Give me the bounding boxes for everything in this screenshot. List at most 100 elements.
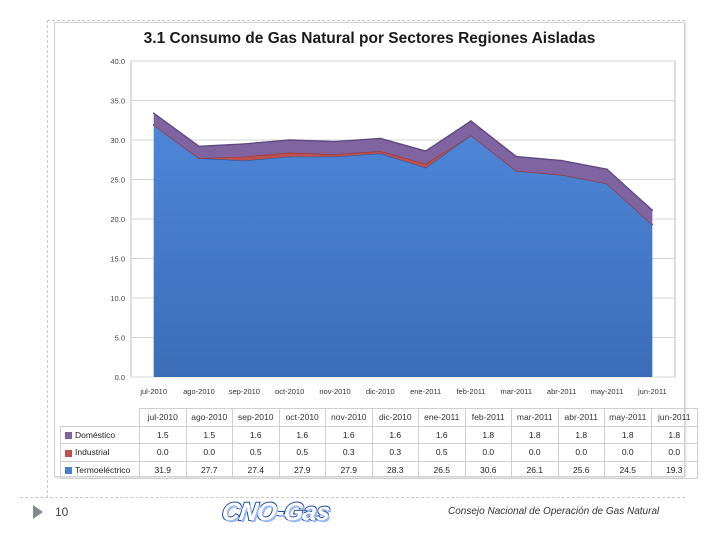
legend-swatch	[65, 432, 72, 439]
table-cell: 28.3	[371, 460, 419, 479]
data-point	[243, 143, 246, 145]
data-point	[288, 139, 291, 141]
x-tick-label: jul-2010	[139, 387, 167, 396]
footer-organization-name: Consejo Nacional de Operación de Gas Nat…	[448, 506, 660, 517]
data-point	[606, 168, 608, 171]
data-point	[560, 159, 563, 162]
data-point	[198, 145, 200, 148]
slide-frame	[47, 20, 685, 498]
table-cell: 27.9	[325, 460, 373, 479]
data-point	[515, 155, 518, 158]
legend-entry: Termoeléctrico	[60, 460, 140, 479]
table-column-header: dic-2010	[371, 408, 419, 427]
x-tick-label: dic-2010	[366, 387, 395, 396]
table-cell: 0.3	[371, 443, 419, 462]
table-cell: 0.0	[650, 443, 698, 462]
x-tick-label: sep-2010	[229, 387, 260, 396]
table-cell: 0.5	[232, 443, 280, 462]
legend-entry: Doméstico	[60, 425, 140, 444]
y-tick-label: 25.0	[110, 176, 125, 185]
table-cell: 0.0	[511, 443, 559, 462]
data-point	[424, 150, 427, 152]
x-tick-label: ene-2011	[410, 387, 441, 396]
table-column-header: abr-2011	[557, 408, 605, 427]
table-cell: 1.8	[464, 425, 512, 444]
table-column-header: oct-2010	[278, 408, 326, 427]
table-row: Industrial 0.0 0.0 0.5 0.5 0.3 0.3 0.5 0.0 0.0 0.0…	[60, 443, 698, 462]
y-tick-label: 5.0	[115, 334, 125, 343]
table-column-header: mar-2011	[511, 408, 559, 427]
legend-swatch	[65, 449, 72, 457]
table-cell: 1.8	[604, 425, 652, 444]
table-cell: 1.5	[139, 425, 187, 444]
table-cell: 1.6	[371, 425, 419, 444]
table-cell: 0.3	[325, 443, 373, 462]
table-cell: 0.0	[139, 443, 187, 462]
y-tick-label: 30.0	[110, 136, 125, 145]
table-cell: 27.7	[185, 460, 233, 479]
data-point	[152, 112, 155, 114]
data-point	[470, 120, 472, 122]
table-cell: 1.8	[511, 425, 559, 444]
x-tick-label: mar-2011	[501, 387, 533, 396]
table-cell: 30.6	[464, 460, 512, 479]
y-tick-label: 40.0	[110, 57, 125, 66]
table-cell: 1.6	[418, 425, 466, 444]
table-cell: 0.0	[185, 443, 233, 462]
table-cell: 25.6	[557, 460, 605, 479]
chart-data-table: jul-2010 ago-2010 sep-2010 oct-2010 nov-2010…	[60, 408, 698, 479]
table-cell: 1.6	[278, 425, 326, 444]
table-column-header: jul-2010	[139, 408, 187, 427]
legend-swatch	[65, 467, 72, 474]
table-cell: 24.5	[604, 460, 652, 479]
legend-label: Termoeléctrico	[75, 464, 131, 475]
x-tick-label: feb-2011	[456, 387, 485, 396]
x-tick-label: oct-2010	[275, 387, 304, 396]
footer-divider	[20, 497, 685, 498]
table-cell: 27.4	[232, 460, 280, 479]
table-column-header: ago-2010	[185, 408, 233, 427]
table-cell: 1.6	[325, 425, 373, 444]
table-cell: 0.0	[604, 443, 652, 462]
table-column-header: sep-2010	[232, 408, 280, 427]
y-tick-label: 15.0	[110, 255, 125, 264]
chart-title: 3.1 Consumo de Gas Natural por Sectores …	[143, 30, 596, 47]
y-tick-label: 10.0	[110, 294, 125, 303]
table-cell: 0.0	[464, 443, 512, 462]
data-point	[379, 137, 382, 140]
table-cell: 27.9	[278, 460, 326, 479]
cno-gas-logo: CNO-Gas	[219, 497, 333, 527]
table-cell: 1.5	[185, 425, 233, 444]
table-row: Doméstico 1.5 1.5 1.6 1.6 1.6 1.6 1.6 1.8 1.8 1.8 1…	[60, 425, 698, 444]
table-column-header: may-2011	[604, 408, 652, 427]
table-cell: 0.5	[278, 443, 326, 462]
table-cell: 26.1	[511, 460, 559, 479]
y-tick-label: 0.0	[115, 373, 125, 382]
play-arrow-icon	[33, 505, 43, 519]
table-cell: 0.5	[418, 443, 466, 462]
legend-entry: Industrial	[60, 443, 140, 462]
table-cell: 26.5	[418, 460, 466, 479]
table-cell: 31.9	[139, 460, 187, 479]
table-corner-cell	[60, 408, 140, 427]
legend-label: Doméstico	[75, 429, 116, 440]
series-edge-line	[153, 112, 653, 211]
x-tick-label: abr-2011	[547, 387, 576, 396]
table-column-header: ene-2011	[418, 408, 466, 427]
table-cell: 1.8	[650, 425, 698, 444]
table-column-header: nov-2010	[325, 408, 373, 427]
page-number: 10	[55, 505, 69, 519]
x-tick-label: ago-2010	[183, 387, 215, 396]
table-column-header: feb-2011	[464, 408, 512, 427]
y-tick-label: 35.0	[110, 97, 125, 106]
x-tick-label: nov-2010	[319, 387, 350, 396]
x-tick-label: jun-2011	[637, 387, 667, 396]
table-cell: 1.6	[232, 425, 280, 444]
table-cell: 1.8	[557, 425, 605, 444]
table-cell: 19.3	[650, 460, 698, 479]
y-tick-label: 20.0	[110, 215, 125, 224]
legend-label: Industrial	[75, 447, 110, 458]
table-cell: 0.0	[557, 443, 605, 462]
table-row: Termoeléctrico 31.9 27.7 27.4 27.9 27.9 28.3 26…	[60, 460, 698, 479]
